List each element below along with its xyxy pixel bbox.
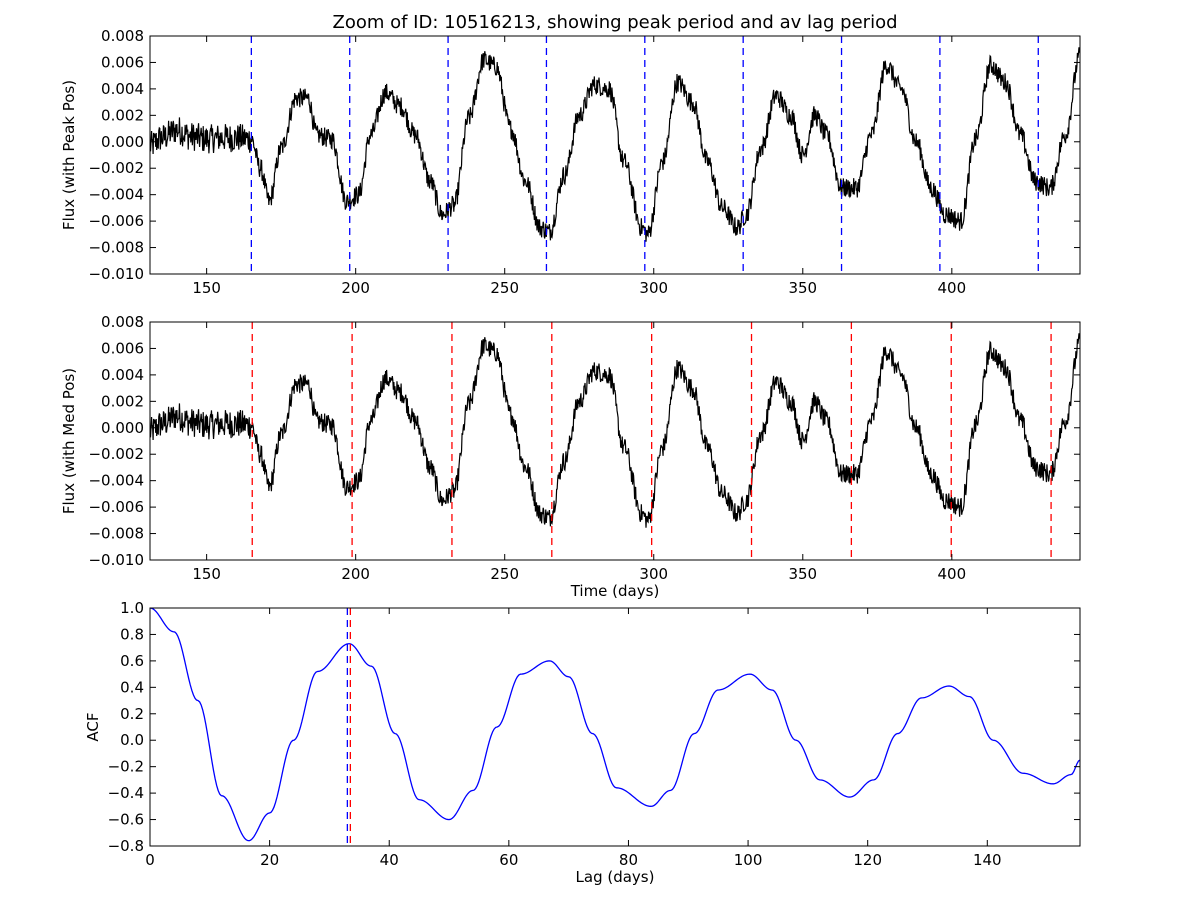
y-tick-label: 0.006 [101,339,144,357]
y-tick-label: 0.006 [101,53,144,71]
y-tick-label: −0.008 [88,525,144,543]
y-tick-label: 0.002 [101,392,144,410]
y-tick-label: −0.8 [108,837,144,855]
x-tick-label: 80 [619,851,638,869]
y-tick-label: −0.008 [88,239,144,257]
flux-peak-pos-panel: 150 200 250 300 350 400 −0.010 −0.008 −0.006 −0.0… [60,27,1081,297]
x-tick-label: 40 [380,851,399,869]
x-tick-label: 150 [192,279,221,297]
acf-panel: 0 20 40 60 80 100 120 140 −0.8 −0.6 −0.4 −0.2 0.0 0.2… [84,599,1081,886]
y-tick-label: −0.002 [88,445,144,463]
x-axis-label: Lag (days) [576,868,655,886]
y-tick-label: 0.004 [101,366,144,384]
y-tick-label: 1.0 [120,599,144,617]
y-tick-label: −0.010 [88,265,144,283]
x-tick-label: 20 [260,851,279,869]
y-axis-label: ACF [84,712,102,741]
y-axis-label: Flux (with Med Pos) [60,368,78,514]
y-tick-label: −0.006 [88,498,144,516]
y-tick-label: 0.002 [101,106,144,124]
y-tick-label: 0.4 [120,678,144,696]
x-tick-label: 300 [639,565,668,583]
y-tick-label: −0.002 [88,159,144,177]
acf-line [150,608,1080,842]
flux-med-pos-panel: 150 200 250 300 350 400 −0.010 −0.008 −0.006 −0.0… [60,313,1081,600]
y-axis-label: Flux (with Peak Pos) [60,80,78,230]
x-tick-label: 200 [341,279,370,297]
axes-frame [149,35,1081,275]
x-tick-label: 300 [639,279,668,297]
y-tick-label: −0.010 [88,551,144,569]
y-tick-label: 0.000 [101,133,144,151]
x-tick-label: 350 [788,279,817,297]
x-tick-label: 250 [490,565,519,583]
x-tick-label: 250 [490,279,519,297]
flux-line [150,47,1080,242]
x-tick-label: 140 [973,851,1002,869]
x-tick-label: 400 [938,279,967,297]
axes-frame [149,321,1081,561]
y-tick-label: −0.004 [88,186,144,204]
y-tick-label: 0.2 [120,705,144,723]
x-tick-label: 0 [145,851,155,869]
y-tick-label: 0.0 [120,731,144,749]
x-tick-label: 350 [788,565,817,583]
axes-frame [149,607,1081,847]
x-tick-label: 100 [734,851,763,869]
y-tick-label: −0.4 [108,784,144,802]
y-tick-label: −0.006 [88,212,144,230]
x-tick-label: 200 [341,565,370,583]
x-tick-label: 150 [192,565,221,583]
x-tick-label: 400 [938,565,967,583]
y-tick-label: 0.000 [101,419,144,437]
y-tick-label: 0.8 [120,625,144,643]
y-tick-label: −0.6 [108,811,144,829]
y-tick-label: −0.2 [108,758,144,776]
y-tick-label: 0.004 [101,80,144,98]
flux-line [150,333,1080,528]
y-tick-label: 0.6 [120,652,144,670]
y-tick-label: −0.004 [88,472,144,490]
x-tick-label: 60 [499,851,518,869]
x-axis-label: Time (days) [570,582,660,600]
figure-title: Zoom of ID: 10516213, showing peak perio… [332,12,897,33]
y-tick-label: 0.008 [101,27,144,45]
x-tick-label: 120 [853,851,882,869]
y-tick-label: 0.008 [101,313,144,331]
